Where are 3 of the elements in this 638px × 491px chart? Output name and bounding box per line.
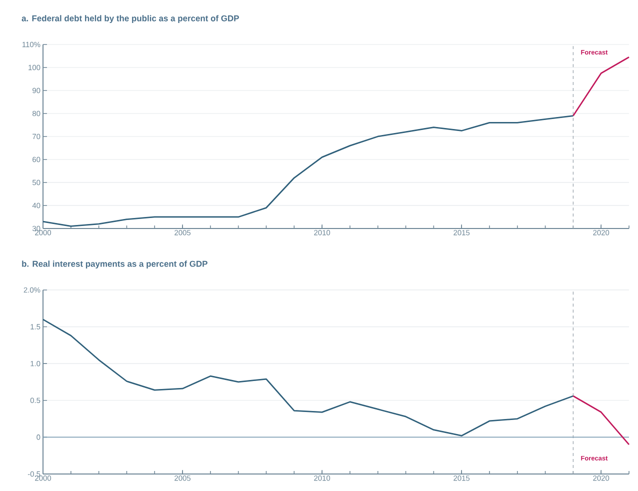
chart-title: a. Federal debt held by the public as a percent of GDP (22, 15, 239, 23)
chart-title: b. Real interest payments as a percent of GDP (22, 260, 208, 268)
line-series (42, 318, 574, 436)
